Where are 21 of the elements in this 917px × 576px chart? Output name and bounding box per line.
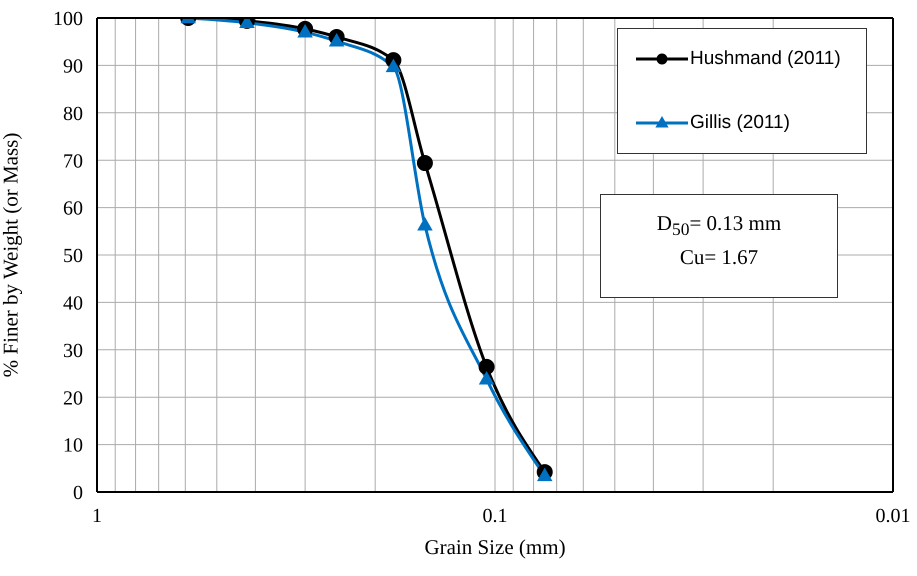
text-box: D$_{50}$= 0.13 mm Cu= 1.67	[600, 194, 838, 298]
x-tick-label: 1	[92, 505, 102, 528]
y-tick-label: 30	[63, 340, 83, 362]
x-axis-title: Grain Size (mm)	[424, 535, 566, 559]
y-tick-label: 100	[53, 8, 83, 30]
y-tick-label: 20	[63, 387, 83, 410]
y-axis-title: % Finer by Weight (or Mass)	[0, 132, 22, 378]
legend-label: Hushmand (2011)	[690, 48, 841, 70]
annotation: Cu= 1.67	[678, 244, 760, 272]
y-tick-label: 10	[63, 434, 83, 457]
legend-label: Gillis (2011)	[690, 112, 790, 134]
annotation: D$_{50}$= 0.13 mm	[656, 210, 782, 242]
y-tick-label: 80	[63, 102, 83, 125]
y-tick-label: 70	[63, 150, 83, 172]
x-tick-label: 0.1	[482, 505, 508, 528]
y-tick-label: 90	[63, 56, 83, 78]
x-tick-label: 0.01	[876, 505, 910, 528]
y-tick-label: 60	[63, 198, 83, 220]
y-tick-label: 50	[63, 245, 83, 268]
y-tick-label: 0	[73, 482, 83, 504]
y-tick-label: 40	[63, 292, 83, 314]
